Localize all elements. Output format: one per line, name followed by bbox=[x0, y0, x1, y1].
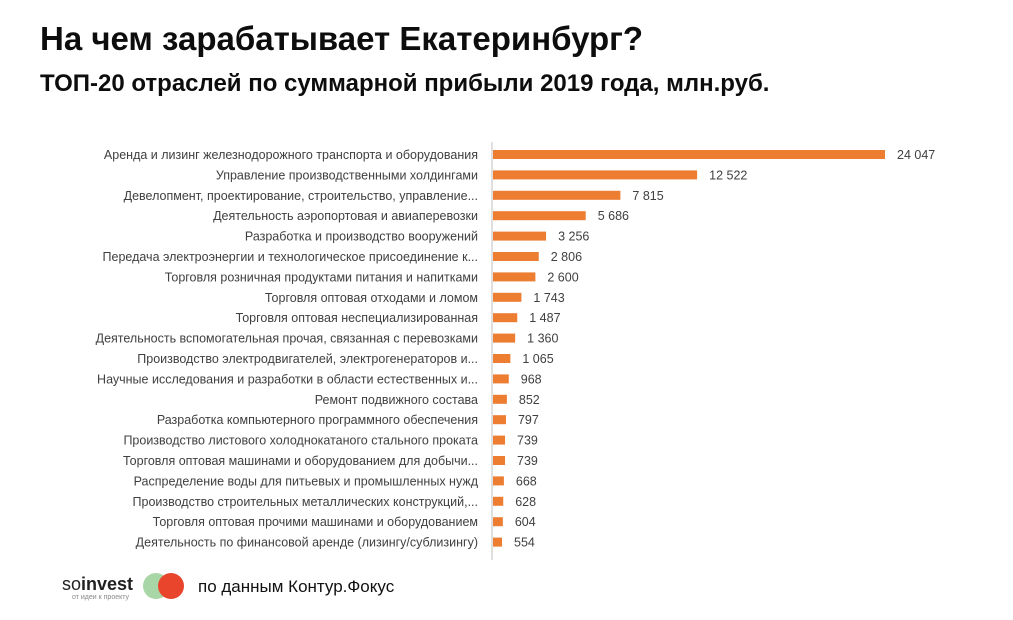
value-label: 24 047 bbox=[897, 148, 935, 162]
bar bbox=[493, 272, 536, 282]
category-label: Производство электродвигателей, электрог… bbox=[137, 352, 478, 366]
value-label: 852 bbox=[519, 393, 540, 407]
value-label: 604 bbox=[515, 515, 536, 529]
category-label: Деятельность по финансовой аренде (лизин… bbox=[136, 536, 478, 550]
category-label: Разработка и производство вооружений bbox=[245, 230, 478, 244]
category-label: Производство строительных металлических … bbox=[133, 495, 478, 509]
bar bbox=[493, 252, 539, 261]
value-label: 1 487 bbox=[529, 311, 560, 325]
category-label: Торговля оптовая прочими машинами и обор… bbox=[153, 515, 478, 529]
bar bbox=[493, 517, 503, 527]
category-label: Передача электроэнергии и технологическо… bbox=[103, 250, 478, 264]
value-label: 554 bbox=[514, 536, 535, 550]
chart-subtitle: ТОП-20 отраслей по суммарной прибыли 201… bbox=[40, 70, 770, 97]
value-label: 1 360 bbox=[527, 332, 558, 346]
bar bbox=[493, 476, 504, 486]
category-label: Аренда и лизинг железнодорожного транспо… bbox=[104, 148, 478, 162]
category-label: Распределение воды для питьевых и промыш… bbox=[134, 474, 479, 488]
logo-prefix: so bbox=[62, 574, 82, 594]
value-label: 968 bbox=[521, 372, 542, 386]
bar bbox=[493, 170, 698, 180]
bar bbox=[493, 292, 522, 302]
bar bbox=[493, 456, 506, 465]
category-label: Девелопмент, проектирование, строительст… bbox=[124, 189, 478, 203]
bar bbox=[493, 190, 621, 200]
value-label: 797 bbox=[518, 413, 539, 427]
value-label: 2 600 bbox=[547, 270, 578, 284]
value-label: 668 bbox=[516, 474, 537, 488]
value-label: 5 686 bbox=[598, 209, 629, 223]
value-label: 1 743 bbox=[533, 291, 564, 305]
bar bbox=[493, 231, 547, 241]
bar bbox=[493, 435, 506, 445]
bar bbox=[493, 496, 504, 506]
logo-name: invest bbox=[81, 574, 134, 594]
value-label: 628 bbox=[515, 495, 536, 509]
bar bbox=[493, 374, 509, 384]
category-label: Ремонт подвижного состава bbox=[315, 393, 478, 407]
bar-chart: Аренда и лизинг железнодорожного транспо… bbox=[96, 142, 935, 560]
bar bbox=[493, 333, 516, 343]
category-label: Производство листового холоднокатаного с… bbox=[123, 434, 478, 448]
bar bbox=[493, 415, 506, 425]
bar bbox=[493, 354, 511, 363]
data-source: по данным Контур.Фокус bbox=[198, 577, 395, 596]
category-label: Деятельность вспомогательная прочая, свя… bbox=[96, 332, 478, 346]
category-label: Торговля оптовая отходами и ломом bbox=[265, 291, 478, 305]
value-label: 7 815 bbox=[632, 189, 663, 203]
chart-title: На чем зарабатывает Екатеринбург? bbox=[40, 20, 644, 57]
category-label: Управление производственными холдингами bbox=[216, 168, 478, 182]
bar bbox=[493, 537, 503, 547]
value-label: 739 bbox=[517, 434, 538, 448]
category-label: Разработка компьютерного программного об… bbox=[157, 413, 478, 427]
value-label: 12 522 bbox=[709, 168, 747, 182]
category-label: Торговля оптовая неспециализированная bbox=[236, 311, 478, 325]
bar bbox=[493, 313, 518, 323]
soinvest-logo: soinvest bbox=[62, 574, 133, 595]
value-label: 739 bbox=[517, 454, 538, 468]
bar bbox=[493, 211, 586, 221]
category-label: Научные исследования и разработки в обла… bbox=[97, 372, 478, 386]
bar bbox=[493, 150, 885, 159]
value-label: 3 256 bbox=[558, 230, 589, 244]
logo-tagline: от идеи к проекту bbox=[72, 594, 130, 601]
value-label: 1 065 bbox=[522, 352, 553, 366]
logo-circles-icon bbox=[143, 573, 184, 599]
value-label: 2 806 bbox=[551, 250, 582, 264]
bar bbox=[493, 394, 507, 404]
category-label: Торговля розничная продуктами питания и … bbox=[165, 270, 478, 284]
category-label: Деятельность аэропортовая и авиаперевозк… bbox=[213, 209, 478, 223]
category-label: Торговля оптовая машинами и оборудование… bbox=[123, 454, 478, 468]
